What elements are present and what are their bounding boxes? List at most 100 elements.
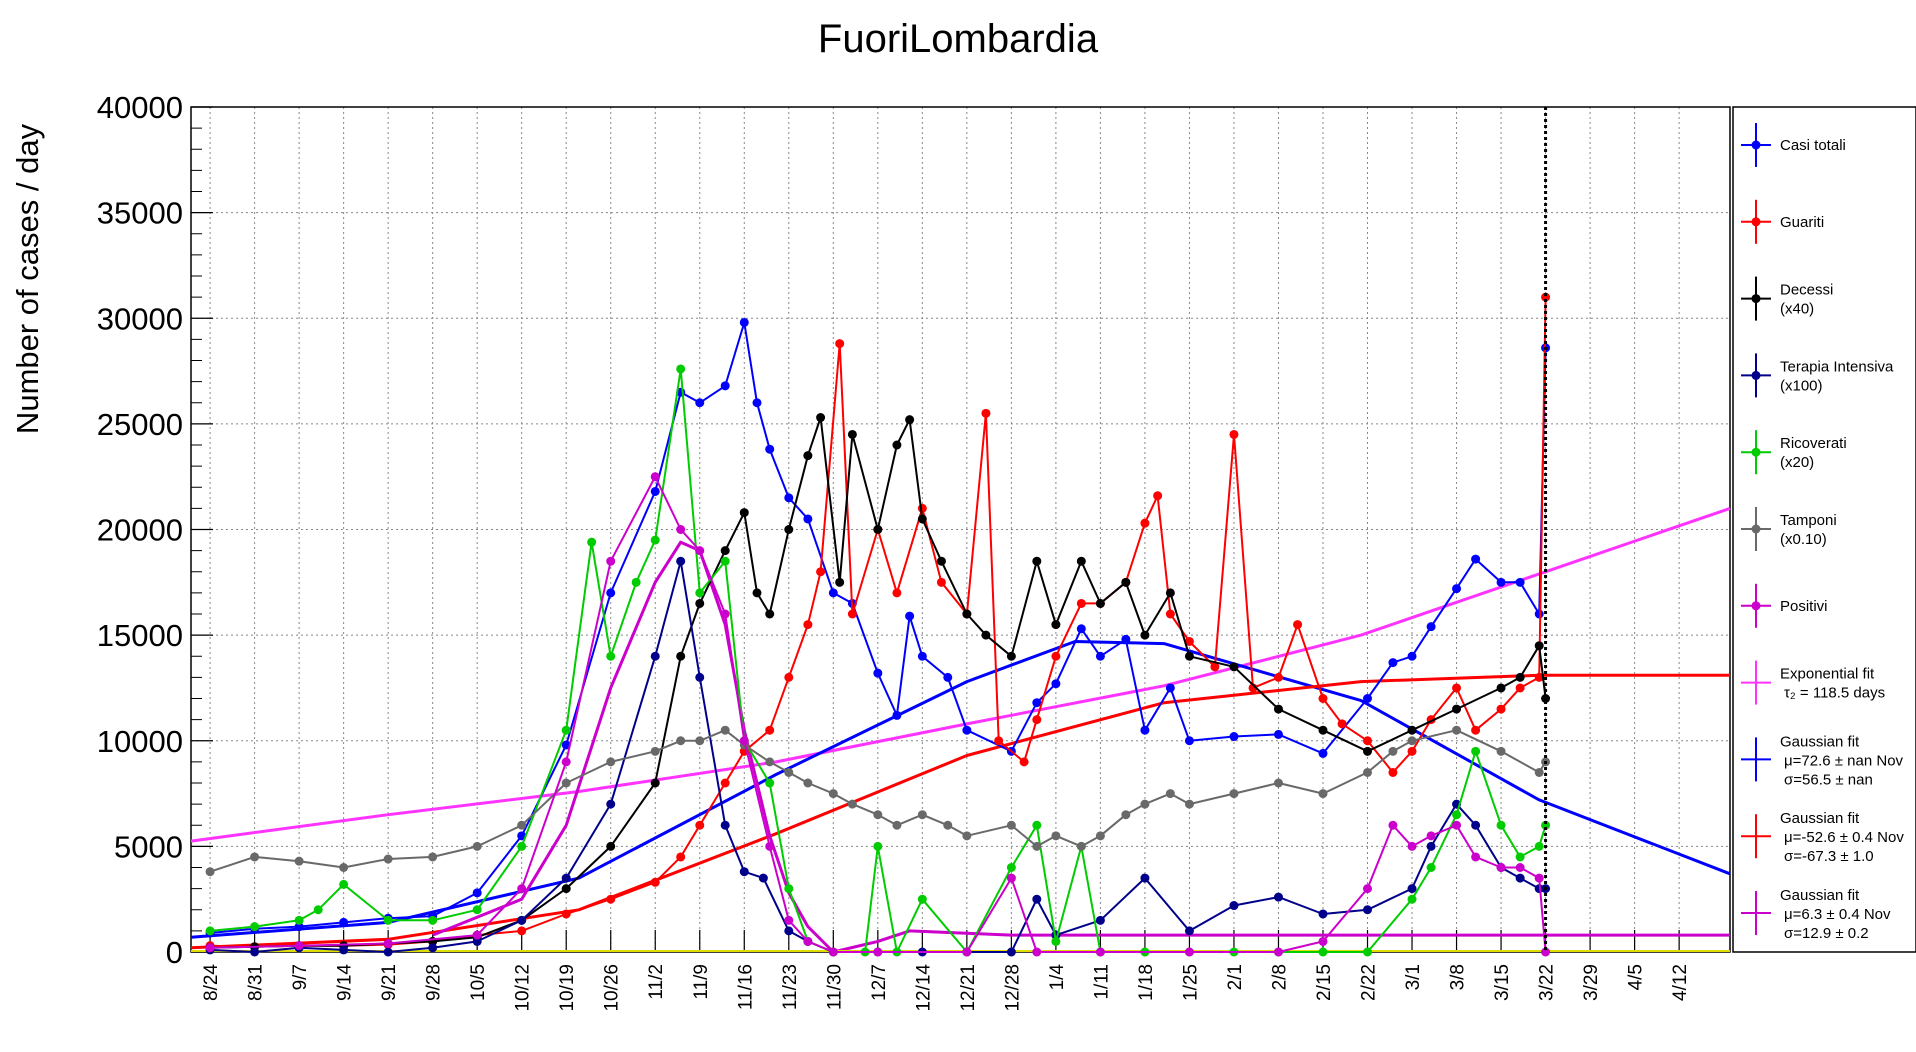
data-point — [606, 757, 616, 767]
data-point — [561, 909, 571, 919]
data-point — [1496, 746, 1506, 756]
data-point — [917, 810, 927, 820]
legend-marker — [1751, 217, 1761, 227]
data-point — [847, 429, 857, 439]
data-point — [1515, 577, 1525, 587]
data-point — [1032, 820, 1042, 830]
data-point — [1051, 936, 1061, 946]
legend-sublabel: σ=12.9 ± 0.2 — [1784, 925, 1869, 942]
legend-sublabel: (x40) — [1780, 301, 1814, 318]
data-point — [1515, 683, 1525, 693]
y-tick-label: 15000 — [97, 618, 183, 653]
data-point — [835, 339, 845, 349]
x-tick-label: 11/2 — [646, 964, 667, 1000]
data-point — [587, 537, 597, 547]
data-point — [943, 672, 953, 682]
data-point — [676, 556, 686, 566]
data-point — [765, 778, 775, 788]
x-tick-label: 12/7 — [869, 964, 890, 1001]
data-point — [1019, 757, 1029, 767]
data-point — [765, 757, 775, 767]
data-point — [1273, 729, 1283, 739]
legend-entry: Guariti — [1741, 199, 1824, 244]
data-point — [720, 778, 730, 788]
data-point — [1452, 584, 1462, 594]
data-point — [1140, 873, 1150, 883]
data-point — [676, 852, 686, 862]
data-point — [847, 609, 857, 619]
data-point — [472, 905, 482, 915]
data-point — [962, 947, 972, 957]
data-point — [1032, 894, 1042, 904]
data-point — [1496, 820, 1506, 830]
data-point — [517, 884, 527, 894]
data-point — [294, 922, 304, 932]
data-point — [1496, 863, 1506, 872]
data-point — [339, 917, 349, 927]
data-point — [1051, 620, 1061, 630]
data-point — [1426, 831, 1436, 841]
data-point — [981, 630, 991, 640]
x-tick-label: 1/4 — [1047, 964, 1068, 991]
data-point — [1407, 725, 1417, 735]
data-point — [758, 873, 768, 883]
data-point — [720, 820, 730, 830]
data-point — [873, 841, 883, 851]
data-point — [720, 381, 730, 391]
data-point — [1318, 748, 1328, 758]
data-point — [752, 588, 762, 598]
data-point — [1407, 894, 1417, 904]
data-point — [383, 947, 393, 957]
data-point — [720, 556, 730, 566]
data-point — [1515, 863, 1525, 872]
data-point — [1426, 622, 1436, 632]
data-point — [739, 867, 749, 877]
data-point — [695, 598, 705, 608]
data-point — [1318, 947, 1328, 957]
data-point — [936, 556, 946, 566]
data-point — [339, 945, 349, 955]
data-point — [1032, 556, 1042, 566]
data-point — [1051, 831, 1061, 841]
x-tick-label: 11/9 — [691, 964, 712, 1000]
legend-entry: Gaussian fit μ=6.3 ± 0.4 Nov σ=12.9 ± 0.2 — [1741, 887, 1891, 942]
legend-sublabel: (x20) — [1780, 454, 1814, 471]
series-line — [210, 475, 1547, 953]
data-point — [765, 841, 775, 851]
data-point — [428, 852, 438, 862]
data-point — [472, 936, 482, 946]
data-point — [606, 799, 616, 809]
y-axis-label: Number of cases / day — [10, 123, 45, 434]
data-point — [835, 577, 845, 587]
data-point — [1534, 841, 1544, 851]
legend-entry: Ricoverati (x20) — [1741, 430, 1847, 475]
data-point — [892, 820, 902, 830]
data-point — [1095, 831, 1105, 841]
legend-label: Gaussian fit — [1780, 810, 1860, 827]
x-tick-labels: 8/24 8/31 9/7 9/14 9/21 9/28 10/5 10/12 10/19 10/… — [201, 964, 1691, 1012]
data-point — [561, 725, 571, 735]
data-point — [561, 873, 571, 883]
legend-entry: Gaussian fit μ=-52.6 ± 0.4 Nov σ=-67.3 ± 1… — [1741, 810, 1904, 865]
data-point — [561, 778, 571, 788]
data-point — [1184, 651, 1194, 661]
y-tick-label: 0 — [166, 935, 183, 970]
data-point — [892, 710, 902, 720]
data-point — [765, 609, 775, 619]
data-point — [1229, 901, 1239, 911]
x-tick-label: 9/28 — [424, 964, 445, 1001]
data-point — [1184, 636, 1194, 646]
legend-sublabel: μ=-52.6 ± 0.4 Nov — [1784, 829, 1904, 846]
data-point — [1363, 905, 1373, 915]
data-point — [1293, 620, 1303, 630]
data-point — [1273, 947, 1283, 957]
data-point — [1165, 789, 1175, 799]
data-point — [1452, 683, 1462, 693]
data-point — [784, 926, 794, 936]
data-point — [962, 609, 972, 619]
legend-entry: Tamponi (x0.10) — [1741, 507, 1837, 551]
data-point — [1095, 947, 1105, 957]
data-point — [1452, 820, 1462, 830]
x-tick-label: 11/16 — [735, 964, 756, 1010]
data-point — [1032, 715, 1042, 725]
